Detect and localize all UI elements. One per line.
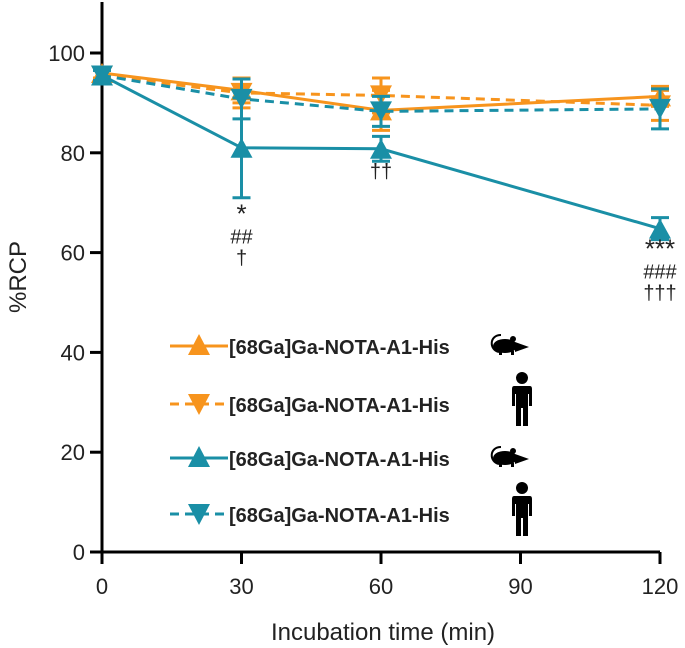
series-4-point-0	[91, 65, 113, 86]
y-tick-label-5: 100	[48, 41, 85, 66]
ticks: 0 20 40 60 80 100 0 30 60 90 120	[48, 41, 678, 599]
legend-entry-1: [68Ga]Ga-NOTA-A1-His	[170, 334, 529, 359]
series-4-point-2	[370, 101, 392, 122]
mouse-icon	[490, 334, 529, 355]
x-axis-label: Incubation time (min)	[271, 619, 495, 646]
series-3-point-2	[370, 138, 392, 159]
x-tick-label-2: 60	[369, 574, 393, 599]
annotation-3-line-2: ###	[643, 262, 677, 284]
legend-label-2: [68Ga]Ga-NOTA-A1-His	[229, 395, 450, 417]
human-icon	[512, 482, 532, 536]
annotation-2-line-1: ††	[370, 161, 392, 183]
series-4-point-1	[230, 88, 253, 109]
significance-annotations: *##†††***###†††	[230, 161, 677, 305]
annotation-1-line-1: *	[236, 199, 246, 229]
annotation-3-line-1: ***	[645, 234, 675, 264]
x-tick-label-0: 0	[96, 574, 108, 599]
legend-marker-2	[188, 394, 210, 415]
legend-entry-3: [68Ga]Ga-NOTA-A1-His	[170, 446, 529, 471]
series-3-point-1	[230, 137, 253, 158]
series-3-line	[101, 74, 661, 231]
mouse-icon	[490, 446, 529, 467]
series-3-point-3	[649, 218, 671, 239]
y-tick-label-0: 0	[73, 540, 85, 565]
legend-marker-4	[188, 504, 210, 525]
legend-marker-3	[188, 446, 210, 467]
legend-marker-1	[188, 334, 210, 355]
y-axis-label: %RCP	[5, 241, 32, 313]
legend-entry-4: [68Ga]Ga-NOTA-A1-His	[170, 482, 532, 536]
legend-label-4: [68Ga]Ga-NOTA-A1-His	[229, 505, 450, 527]
series-4	[91, 65, 671, 131]
x-tick-label-1: 30	[229, 574, 253, 599]
y-tick-label-1: 20	[61, 440, 85, 465]
series-2-line	[101, 73, 661, 107]
series-1-line	[101, 71, 661, 112]
y-tick-label-3: 60	[61, 241, 85, 266]
legend: [68Ga]Ga-NOTA-A1-His [68Ga]Ga-NOTA-A1-Hi…	[170, 334, 532, 536]
series-layer	[91, 62, 671, 242]
series-4-line	[101, 73, 661, 113]
legend-label-1: [68Ga]Ga-NOTA-A1-His	[229, 337, 450, 359]
annotation-3-line-3: †††	[643, 283, 676, 305]
legend-entry-2: [68Ga]Ga-NOTA-A1-His	[170, 372, 532, 426]
y-tick-label-4: 80	[61, 141, 85, 166]
human-icon	[512, 372, 532, 426]
x-tick-label-4: 120	[642, 574, 679, 599]
y-tick-label-2: 40	[61, 340, 85, 365]
annotation-1-line-2: ##	[230, 227, 253, 249]
legend-label-3: [68Ga]Ga-NOTA-A1-His	[229, 449, 450, 471]
annotation-1-line-3: †	[236, 248, 247, 270]
x-tick-label-3: 90	[508, 574, 532, 599]
series-4-point-3	[649, 98, 671, 119]
